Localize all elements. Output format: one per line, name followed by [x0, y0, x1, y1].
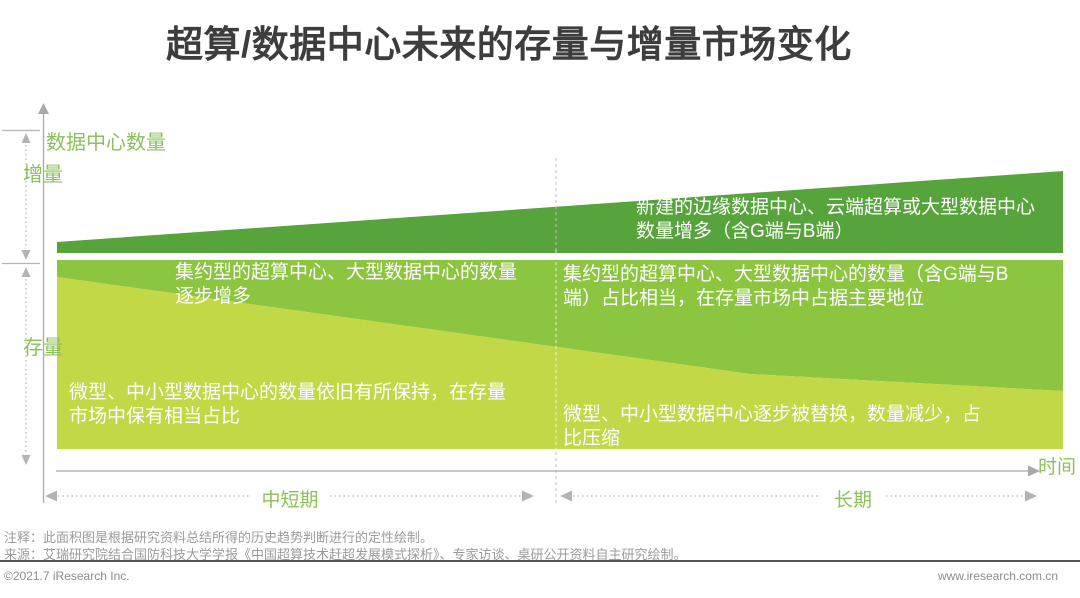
annotation-intensive-long-term: 集约型的超算中心、大型数据中心的数量（含G端与B 端）占比相当，在存量市场中占据… [563, 263, 1008, 310]
footnote-annotation: 注释：此面积图是根据研究资料总结所得的历史趋势判断进行的定性绘制。 [4, 530, 434, 545]
annotation-line: 集约型的超算中心、大型数据中心的数量 [175, 262, 518, 283]
band-increment-new-datacenters [57, 171, 1063, 253]
long-term-arrow-left-icon [560, 490, 572, 502]
annotation-line: 集约型的超算中心、大型数据中心的数量（含G端与B [563, 264, 1009, 285]
increment-arrow-up-icon [21, 133, 31, 143]
stock-arrow-down-icon [21, 455, 31, 465]
copyright-text: ©2021.7 iResearch Inc. [4, 569, 130, 583]
increment-section-label: 增量 [23, 164, 63, 186]
band-stock-intensive-datacenters [57, 260, 1063, 391]
footnote-source: 来源：艾瑞研究院结合国防科技大学学报《中国超算技术赶超发展模式探析》、专家访谈、… [4, 547, 687, 562]
annotation-line: 微型、中小型数据中心逐步被替换，数量减少，占 [563, 404, 982, 425]
annotation-line: 端）占比相当，在存量市场中占据主要地位 [563, 287, 925, 309]
page-title: 超算/数据中心未来的存量与增量市场变化 [166, 24, 852, 65]
long-term-arrow-right-icon [1025, 490, 1037, 502]
short-term-arrow-left-icon [45, 490, 57, 502]
y-axis-arrow-icon [38, 103, 49, 114]
annotation-line: 逐步增多 [175, 285, 252, 307]
y-axis-label: 数据中心数量 [46, 132, 166, 154]
short-term-arrow-right-icon [522, 490, 534, 502]
x-axis-arrow-icon [1028, 465, 1040, 477]
period-label-short-term: 中短期 [261, 490, 319, 511]
annotation-micro-short-term: 微型、中小型数据中心的数量依旧有所保持，在存量 市场中保有相当占比 [69, 381, 506, 428]
stock-arrow-up-icon [21, 267, 31, 277]
website-url: www.iresearch.com.cn [937, 569, 1058, 583]
period-label-long-term: 长期 [833, 490, 872, 511]
annotation-micro-long-term: 微型、中小型数据中心逐步被替换，数量减少，占 比压缩 [563, 403, 981, 450]
stock-section-label: 存量 [23, 337, 63, 359]
x-axis-label: 时间 [1038, 457, 1077, 478]
annotation-line: 比压缩 [563, 427, 621, 449]
annotation-line: 数量增多（含G端与B端） [636, 220, 854, 242]
annotation-intensive-short-term: 集约型的超算中心、大型数据中心的数量 逐步增多 [175, 261, 517, 308]
band-stock-micro-datacenters [57, 277, 1063, 449]
annotation-line: 微型、中小型数据中心的数量依旧有所保持，在存量 [69, 382, 507, 403]
increment-arrow-down-icon [21, 250, 31, 260]
footer-divider [0, 560, 1080, 562]
annotation-line: 新建的边缘数据中心、云端超算或大型数据中心 [636, 197, 1036, 218]
annotation-new-increment: 新建的边缘数据中心、云端超算或大型数据中心 数量增多（含G端与B端） [636, 196, 1035, 243]
annotation-line: 市场中保有相当占比 [69, 405, 241, 427]
